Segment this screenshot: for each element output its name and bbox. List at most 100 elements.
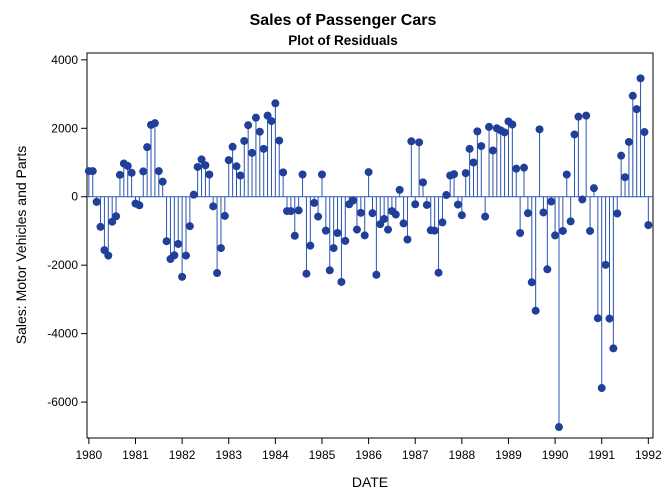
data-point bbox=[302, 269, 311, 278]
data-point bbox=[329, 244, 338, 253]
data-point bbox=[636, 74, 645, 83]
data-point bbox=[574, 112, 583, 121]
data-point bbox=[349, 196, 358, 205]
data-point bbox=[333, 229, 342, 238]
data-point bbox=[143, 143, 152, 152]
data-point bbox=[523, 209, 532, 218]
x-tick-label: 1986 bbox=[355, 448, 382, 462]
data-point bbox=[391, 210, 400, 219]
data-point bbox=[520, 163, 529, 172]
data-point bbox=[92, 197, 101, 206]
data-point bbox=[477, 142, 486, 151]
x-tick-label: 1982 bbox=[169, 448, 196, 462]
data-point bbox=[589, 184, 598, 193]
x-tick-label: 1983 bbox=[215, 448, 242, 462]
data-point bbox=[294, 206, 303, 215]
data-point bbox=[364, 168, 373, 177]
data-point bbox=[430, 226, 439, 235]
data-point bbox=[469, 158, 478, 167]
data-point bbox=[286, 207, 295, 216]
data-point bbox=[205, 170, 214, 179]
data-point bbox=[271, 99, 280, 108]
data-point bbox=[123, 161, 132, 170]
x-tick-label: 1992 bbox=[635, 448, 662, 462]
y-axis: -6000 -4000 -2000 0 2000 4000 bbox=[47, 53, 87, 409]
data-point bbox=[314, 212, 323, 221]
x-tick-label: 1987 bbox=[402, 448, 429, 462]
data-point bbox=[586, 226, 595, 235]
data-point bbox=[220, 211, 229, 220]
data-point bbox=[279, 168, 288, 177]
data-point bbox=[154, 167, 163, 176]
data-point bbox=[640, 128, 649, 137]
data-point bbox=[422, 200, 431, 209]
plot-frame bbox=[86, 52, 654, 439]
data-point bbox=[488, 146, 497, 155]
data-point bbox=[442, 191, 451, 200]
y-tick-label: -6000 bbox=[47, 395, 78, 409]
data-point bbox=[150, 119, 159, 128]
x-tick-label: 1984 bbox=[262, 448, 289, 462]
data-point bbox=[209, 202, 218, 211]
data-point bbox=[251, 113, 260, 122]
data-point bbox=[112, 212, 121, 221]
data-point bbox=[232, 162, 241, 171]
data-point bbox=[298, 170, 307, 179]
data-point bbox=[135, 201, 144, 210]
data-point bbox=[535, 125, 544, 134]
x-tick-label: 1980 bbox=[76, 448, 103, 462]
data-point bbox=[384, 225, 393, 234]
data-point bbox=[512, 164, 521, 173]
data-point bbox=[174, 239, 183, 248]
data-point bbox=[310, 198, 319, 207]
y-tick-label: 0 bbox=[71, 190, 78, 204]
data-point bbox=[368, 209, 377, 218]
data-point bbox=[259, 144, 268, 153]
data-point bbox=[228, 142, 237, 151]
data-point bbox=[465, 144, 474, 153]
data-point bbox=[621, 173, 630, 182]
data-point bbox=[178, 272, 187, 281]
data-point bbox=[624, 137, 633, 146]
data-point bbox=[551, 231, 560, 240]
x-tick-label: 1989 bbox=[495, 448, 522, 462]
data-point bbox=[485, 122, 494, 131]
data-point bbox=[566, 217, 575, 226]
data-point bbox=[395, 185, 404, 194]
y-tick-label: -4000 bbox=[47, 327, 78, 341]
data-point bbox=[224, 156, 233, 165]
data-point bbox=[181, 251, 190, 260]
y-tick-label: 4000 bbox=[51, 53, 78, 67]
data-point bbox=[543, 265, 552, 274]
data-point bbox=[539, 208, 548, 217]
data-point bbox=[531, 306, 540, 315]
data-point bbox=[115, 170, 124, 179]
data-point bbox=[372, 270, 381, 279]
data-point bbox=[356, 208, 365, 217]
data-point bbox=[617, 151, 626, 160]
data-point bbox=[554, 423, 563, 432]
data-point bbox=[236, 171, 245, 180]
data-point bbox=[399, 219, 408, 228]
data-point bbox=[352, 225, 361, 234]
data-point bbox=[104, 251, 113, 260]
data-point bbox=[306, 241, 315, 250]
data-point bbox=[337, 277, 346, 286]
data-point bbox=[508, 120, 517, 129]
data-point bbox=[450, 170, 459, 179]
data-point bbox=[267, 117, 276, 126]
data-point bbox=[593, 314, 602, 323]
data-point bbox=[255, 127, 264, 136]
data-point bbox=[457, 211, 466, 220]
data-point bbox=[500, 128, 509, 137]
data-point bbox=[139, 167, 148, 176]
data-point bbox=[644, 221, 653, 230]
data-point bbox=[481, 212, 490, 221]
data-point bbox=[418, 178, 427, 187]
data-point bbox=[473, 127, 482, 136]
data-point bbox=[582, 111, 591, 120]
data-point bbox=[325, 266, 334, 275]
data-point bbox=[201, 161, 210, 170]
data-point bbox=[578, 195, 587, 204]
data-point bbox=[162, 237, 171, 246]
